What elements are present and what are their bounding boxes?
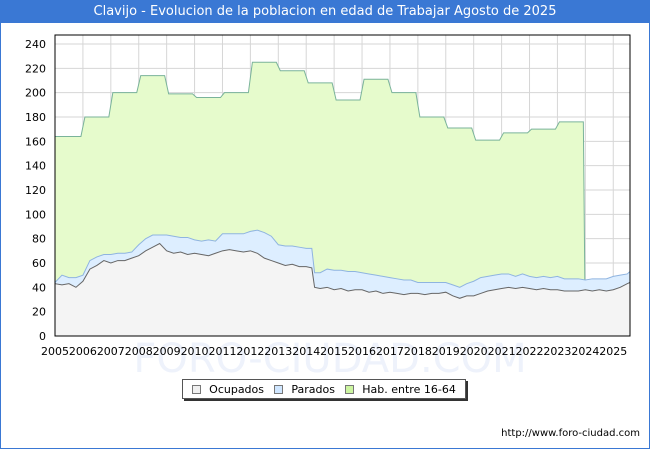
- svg-text:160: 160: [25, 135, 46, 148]
- legend-item-parados: Parados: [274, 383, 335, 396]
- svg-text:2021: 2021: [488, 345, 516, 358]
- hab-swatch-icon: [345, 384, 355, 394]
- chart-title: Clavijo - Evolucion de la poblacion en e…: [0, 0, 650, 23]
- svg-text:120: 120: [25, 184, 46, 197]
- svg-text:2024: 2024: [571, 345, 599, 358]
- svg-text:100: 100: [25, 208, 46, 221]
- svg-text:80: 80: [32, 233, 46, 246]
- svg-text:2016: 2016: [348, 345, 376, 358]
- svg-text:60: 60: [32, 257, 46, 270]
- svg-text:200: 200: [25, 87, 46, 100]
- watermark: FORO-CIUDAD.COM: [133, 336, 526, 382]
- svg-text:2017: 2017: [376, 345, 404, 358]
- svg-text:40: 40: [32, 281, 46, 294]
- svg-text:2013: 2013: [264, 345, 292, 358]
- svg-text:2011: 2011: [208, 345, 236, 358]
- svg-text:2010: 2010: [181, 345, 209, 358]
- source-url: http://www.foro-ciudad.com: [501, 428, 640, 439]
- x-axis-ticks: 2005 2006 2007 2008 2009 2010 2011 2012 2013 2014…: [41, 345, 627, 358]
- svg-text:2015: 2015: [320, 345, 348, 358]
- svg-text:2012: 2012: [236, 345, 264, 358]
- svg-text:2014: 2014: [292, 345, 320, 358]
- svg-text:2006: 2006: [69, 345, 97, 358]
- svg-text:2018: 2018: [404, 345, 432, 358]
- svg-text:2020: 2020: [460, 345, 488, 358]
- svg-text:2009: 2009: [153, 345, 181, 358]
- svg-text:2008: 2008: [125, 345, 153, 358]
- chart-legend: Ocupados Parados Hab. entre 16-64: [182, 379, 466, 399]
- legend-label-ocupados: Ocupados: [209, 382, 265, 396]
- legend-label-hab: Hab. entre 16-64: [362, 382, 456, 396]
- svg-text:2023: 2023: [543, 345, 571, 358]
- svg-text:2025: 2025: [599, 345, 627, 358]
- y-axis-ticks: 0 20 40 60 80 100 120 140 160 180 200 220 240: [25, 38, 46, 343]
- legend-item-ocupados: Ocupados: [192, 383, 264, 396]
- svg-text:20: 20: [32, 306, 46, 319]
- svg-text:0: 0: [39, 330, 46, 343]
- plot-border: [54, 34, 631, 337]
- parados-swatch-icon: [274, 384, 284, 394]
- svg-text:2005: 2005: [41, 345, 69, 358]
- svg-text:180: 180: [25, 111, 46, 124]
- legend-item-hab: Hab. entre 16-64: [345, 383, 456, 396]
- svg-text:240: 240: [25, 38, 46, 51]
- ocupados-swatch-icon: [192, 384, 202, 394]
- svg-text:140: 140: [25, 160, 46, 173]
- svg-text:2019: 2019: [432, 345, 460, 358]
- svg-text:2022: 2022: [516, 345, 544, 358]
- svg-text:220: 220: [25, 62, 46, 75]
- legend-label-parados: Parados: [291, 382, 335, 396]
- svg-text:2007: 2007: [97, 345, 125, 358]
- data-areas: [54, 61, 631, 337]
